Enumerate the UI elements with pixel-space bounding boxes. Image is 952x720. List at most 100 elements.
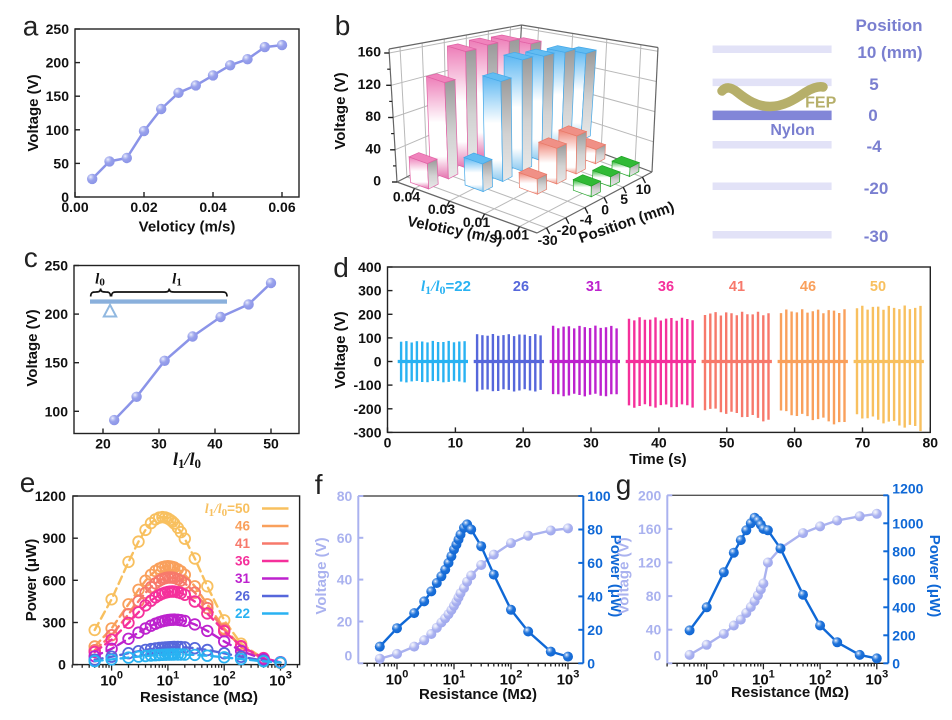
svg-text:Voltage (V): Voltage (V)	[25, 74, 42, 151]
svg-text:31: 31	[235, 571, 251, 586]
svg-text:200: 200	[638, 487, 662, 503]
svg-text:-200: -200	[353, 401, 381, 417]
svg-text:0.04: 0.04	[393, 188, 420, 204]
svg-text:100: 100	[358, 330, 382, 346]
svg-text:300: 300	[43, 615, 67, 631]
svg-text:d: d	[333, 252, 349, 283]
svg-text:0: 0	[373, 173, 381, 189]
svg-text:600: 600	[892, 571, 916, 587]
svg-text:0.00: 0.00	[61, 199, 88, 215]
svg-text:-20: -20	[864, 179, 889, 198]
svg-text:80: 80	[587, 522, 603, 538]
svg-text:20: 20	[515, 434, 531, 450]
svg-text:60: 60	[787, 434, 803, 450]
svg-text:200: 200	[45, 306, 69, 322]
svg-text:150: 150	[45, 355, 69, 371]
svg-text:100: 100	[587, 488, 611, 504]
svg-text:1000: 1000	[892, 515, 923, 531]
svg-text:-20: -20	[557, 222, 577, 238]
svg-text:80: 80	[365, 108, 381, 124]
svg-text:120: 120	[358, 76, 382, 92]
svg-text:e: e	[20, 467, 36, 498]
svg-text:-30: -30	[537, 232, 557, 248]
svg-text:46: 46	[235, 519, 251, 534]
svg-text:Resistance (MΩ): Resistance (MΩ)	[140, 689, 258, 706]
svg-text:36: 36	[658, 279, 674, 295]
svg-text:0.04: 0.04	[199, 199, 226, 215]
svg-text:-4: -4	[866, 137, 882, 156]
svg-text:Power (μW): Power (μW)	[607, 535, 624, 618]
svg-text:0: 0	[892, 655, 900, 671]
svg-text:50: 50	[263, 436, 279, 452]
svg-text:FEP: FEP	[805, 95, 836, 112]
svg-text:0.01: 0.01	[463, 214, 490, 230]
svg-text:5: 5	[620, 191, 628, 207]
svg-text:0: 0	[601, 201, 609, 217]
svg-text:0: 0	[345, 647, 353, 663]
svg-text:Nylon: Nylon	[770, 122, 814, 139]
svg-text:Power (μW): Power (μW)	[23, 539, 40, 622]
svg-text:l1/l0=50: l1/l0=50	[205, 501, 250, 519]
svg-text:200: 200	[46, 55, 70, 71]
svg-text:800: 800	[892, 543, 916, 559]
svg-text:Voltage (V): Voltage (V)	[616, 537, 633, 614]
svg-text:40: 40	[587, 588, 603, 604]
svg-text:0: 0	[868, 106, 877, 125]
svg-text:b: b	[335, 10, 351, 41]
svg-text:40: 40	[365, 140, 381, 156]
svg-text:50: 50	[719, 434, 735, 450]
svg-text:0.02: 0.02	[130, 199, 157, 215]
svg-text:Voltage (V): Voltage (V)	[332, 311, 349, 388]
svg-text:40: 40	[646, 622, 662, 638]
svg-text:200: 200	[358, 306, 382, 322]
svg-text:20: 20	[337, 614, 353, 630]
svg-text:10: 10	[448, 434, 464, 450]
svg-text:26: 26	[513, 279, 529, 295]
svg-text:80: 80	[923, 434, 939, 450]
svg-text:900: 900	[43, 530, 67, 546]
svg-text:50: 50	[53, 155, 69, 171]
svg-text:50: 50	[870, 279, 886, 295]
svg-text:160: 160	[638, 521, 662, 537]
svg-text:Veloticy (m/s): Veloticy (m/s)	[139, 219, 236, 236]
svg-text:80: 80	[337, 488, 353, 504]
svg-text:l1: l1	[172, 272, 182, 289]
svg-text:120: 120	[638, 555, 662, 571]
svg-text:0: 0	[654, 647, 662, 663]
svg-text:g: g	[616, 469, 632, 500]
svg-text:22: 22	[235, 606, 250, 621]
svg-text:-300: -300	[353, 424, 381, 440]
svg-text:150: 150	[46, 88, 70, 104]
svg-text:Voltage (V): Voltage (V)	[313, 537, 330, 614]
svg-text:200: 200	[892, 627, 916, 643]
svg-text:31: 31	[586, 279, 602, 295]
svg-text:41: 41	[235, 536, 251, 551]
svg-text:Time (s): Time (s)	[629, 451, 686, 468]
svg-text:600: 600	[43, 572, 67, 588]
svg-text:30: 30	[151, 436, 167, 452]
svg-text:40: 40	[651, 434, 667, 450]
svg-text:0.06: 0.06	[268, 199, 295, 215]
svg-text:100: 100	[45, 403, 69, 419]
svg-text:Resistance (MΩ): Resistance (MΩ)	[731, 684, 849, 701]
svg-text:40: 40	[337, 572, 353, 588]
svg-text:400: 400	[892, 599, 916, 615]
svg-text:c: c	[24, 242, 38, 273]
svg-text:l0: l0	[95, 272, 105, 289]
svg-text:60: 60	[337, 530, 353, 546]
svg-text:1200: 1200	[35, 488, 66, 504]
svg-text:20: 20	[95, 436, 111, 452]
svg-text:400: 400	[358, 259, 382, 275]
svg-text:0: 0	[61, 189, 69, 205]
svg-text:40: 40	[207, 436, 223, 452]
svg-text:46: 46	[800, 279, 816, 295]
svg-text:a: a	[23, 11, 39, 42]
svg-text:0: 0	[587, 655, 595, 671]
svg-text:300: 300	[358, 283, 382, 299]
svg-text:10 (mm): 10 (mm)	[857, 43, 922, 62]
svg-text:70: 70	[855, 434, 871, 450]
svg-text:80: 80	[646, 588, 662, 604]
svg-text:Voltage (V): Voltage (V)	[24, 309, 41, 386]
svg-text:41: 41	[729, 279, 745, 295]
svg-text:0: 0	[58, 657, 66, 673]
